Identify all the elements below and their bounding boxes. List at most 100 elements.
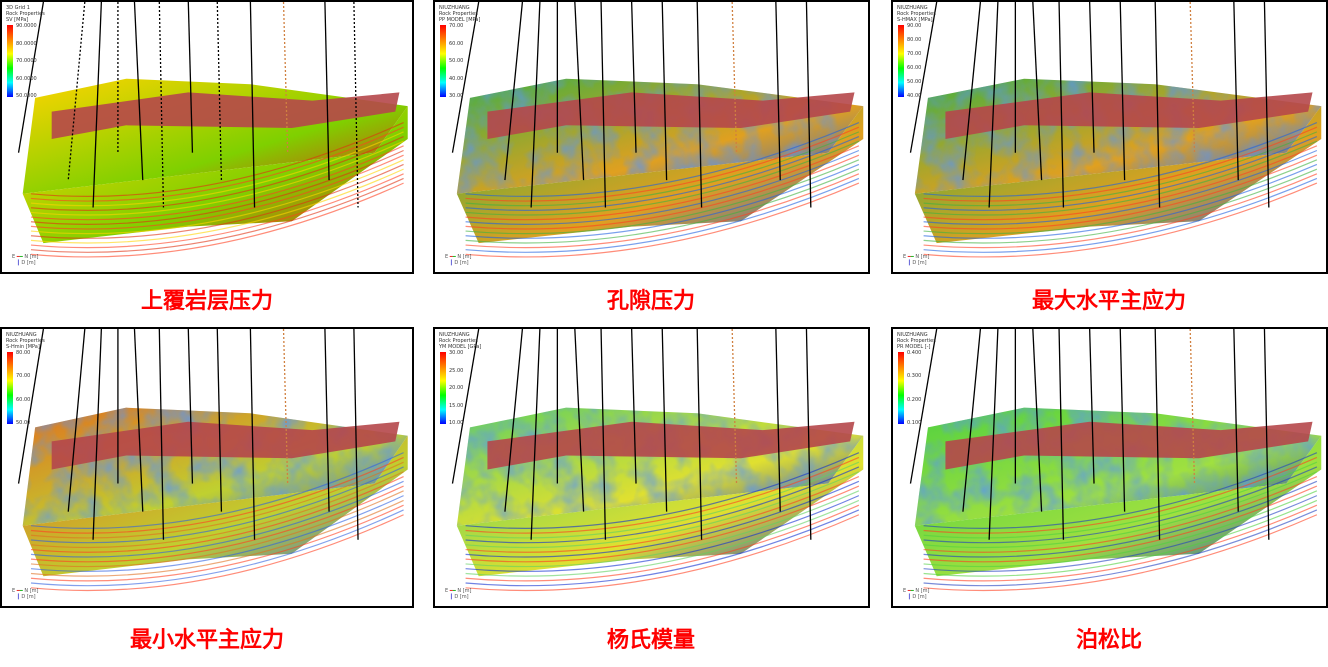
well-trajectory: [661, 2, 668, 181]
model-front-face: [456, 435, 864, 577]
model-view-3: NIUZHUANG Rock Properties S-HMAX [MPa] 90.0…: [891, 0, 1328, 274]
axis-n-label: N [m]: [457, 588, 472, 594]
well-trajectory: [988, 2, 999, 208]
well-trajectory: [631, 2, 637, 153]
model-front-face: [22, 106, 408, 244]
legend-tick: 0.100: [907, 419, 922, 426]
panel-caption: 孔隙压力: [606, 289, 695, 314]
legend-title-line: SV [MPa]: [6, 17, 29, 23]
legend-title-line: PR MODEL [-]: [897, 344, 931, 350]
axis-d-label: D [m]: [454, 594, 469, 600]
well-trajectory: [324, 2, 330, 181]
axis-e-label: E: [12, 588, 16, 594]
well-trajectory: [1263, 2, 1270, 208]
well-trajectory: [600, 329, 607, 540]
well-trajectory: [1233, 2, 1239, 181]
well-trajectory: [1089, 2, 1095, 153]
well-trajectory: [187, 329, 194, 484]
well-trajectory: [661, 329, 668, 512]
legend-tick: 40.00: [449, 75, 464, 82]
legend-tick: 0.400: [907, 350, 922, 356]
well-trajectory: [731, 329, 738, 484]
legend-title-line: Rock Properties: [6, 11, 45, 17]
legend-tick: 80.0000: [16, 40, 37, 47]
well-trajectory: [187, 2, 194, 153]
well-trajectory: [574, 2, 585, 181]
well-trajectory: [909, 2, 938, 153]
axis-n-label: N [m]: [915, 588, 930, 594]
well-trajectory: [92, 2, 103, 208]
well-trajectory: [696, 329, 703, 540]
well-trajectory: [451, 329, 480, 484]
legend-tick: 60.00: [907, 65, 922, 71]
legend-tick: 70.0000: [16, 58, 37, 64]
well-trajectory: [133, 2, 144, 181]
legend-tick: 80.00: [907, 37, 922, 43]
legend-tick: 0.200: [907, 396, 922, 403]
legend-tick: 25.00: [449, 367, 464, 374]
legend-tick: 50.00: [907, 79, 922, 85]
legend-title-line: Rock Properties: [439, 11, 478, 17]
well-trajectory: [324, 329, 330, 512]
axis-n-label: N [m]: [915, 254, 930, 260]
color-scale-bar: [7, 25, 13, 97]
legend-tick: 0.300: [907, 373, 922, 380]
axis-n-label: N [m]: [24, 254, 39, 260]
well-trajectory: [158, 329, 165, 540]
well-trajectory: [696, 2, 703, 208]
model-view-2: NIUZHUANG Rock Properties PP MODEL [MPa] 70…: [433, 0, 870, 274]
well-trajectory: [504, 329, 524, 512]
legend-tick: 60.00: [449, 40, 464, 47]
well-trajectory: [451, 2, 480, 153]
color-legend: NIUZHUANG Rock Properties S-Hmin [MPa] 80.0…: [6, 332, 45, 426]
axis-d-label: D [m]: [21, 260, 36, 266]
well-trajectory: [805, 329, 812, 540]
well-trajectory: [1089, 329, 1095, 484]
color-legend: 3D Grid 1 Rock Properties SV [MPa] 90.0000 8…: [6, 5, 45, 99]
color-legend: NIUZHUANG Rock Properties YM MODEL [GPa] 30…: [439, 332, 482, 426]
legend-title-line: S-HMAX [MPa]: [897, 17, 933, 23]
well-trajectory: [1119, 2, 1126, 181]
well-trajectory: [133, 329, 144, 512]
legend-tick: 70.00: [907, 51, 922, 57]
well-trajectory: [1189, 329, 1196, 484]
well-trajectory: [962, 2, 982, 181]
axis-n-label: N [m]: [24, 588, 39, 594]
model-front-face: [914, 435, 1322, 577]
legend-title-line: PP MODEL [MPa]: [439, 17, 481, 23]
well-trajectory: [530, 329, 541, 540]
well-trajectory: [353, 329, 359, 540]
legend-title-line: S-Hmin [MPa]: [6, 344, 40, 350]
legend-title-line: YM MODEL [GPa]: [439, 344, 482, 350]
well-trajectory: [1058, 329, 1065, 540]
axis-triad-icon: E ━━ N [m] ┃ D [m]: [445, 254, 472, 266]
well-trajectory: [1058, 2, 1065, 208]
well-trajectory: [216, 329, 223, 512]
legend-tick: 50.0000: [16, 93, 37, 99]
well-trajectory: [530, 2, 541, 208]
legend-title-line: NIUZHUANG: [897, 332, 928, 338]
model-view-1: 3D Grid 1 Rock Properties SV [MPa] 90.0000 8…: [0, 0, 414, 274]
model-view-4: NIUZHUANG Rock Properties S-Hmin [MPa] 80.0…: [0, 327, 414, 608]
well-trajectory: [988, 329, 999, 540]
well-trajectory: [962, 329, 982, 512]
well-trajectory: [775, 2, 781, 181]
axis-triad-icon: E ━━ N [m] ┃ D [m]: [12, 588, 39, 600]
legend-tick: 90.0000: [16, 23, 37, 29]
color-legend: NIUZHUANG Rock Properties PR MODEL [-] 0.40…: [897, 332, 936, 426]
well-trajectory: [1032, 329, 1043, 512]
well-trajectory: [282, 329, 289, 484]
well-trajectory: [775, 329, 781, 512]
well-trajectory: [17, 2, 45, 153]
axis-e-label: E: [445, 588, 449, 594]
color-legend: NIUZHUANG Rock Properties PP MODEL [MPa] 70…: [439, 5, 481, 99]
legend-tick: 90.00: [907, 23, 922, 29]
axis-d-label: D [m]: [912, 594, 927, 600]
legend-title-line: 3D Grid 1: [6, 5, 30, 11]
well-trajectory: [805, 2, 812, 208]
legend-title-line: Rock Properties: [6, 338, 45, 344]
well-trajectory: [1263, 329, 1270, 540]
well-trajectory: [1154, 2, 1161, 208]
model-front-face: [456, 106, 864, 244]
well-trajectory: [17, 329, 45, 484]
